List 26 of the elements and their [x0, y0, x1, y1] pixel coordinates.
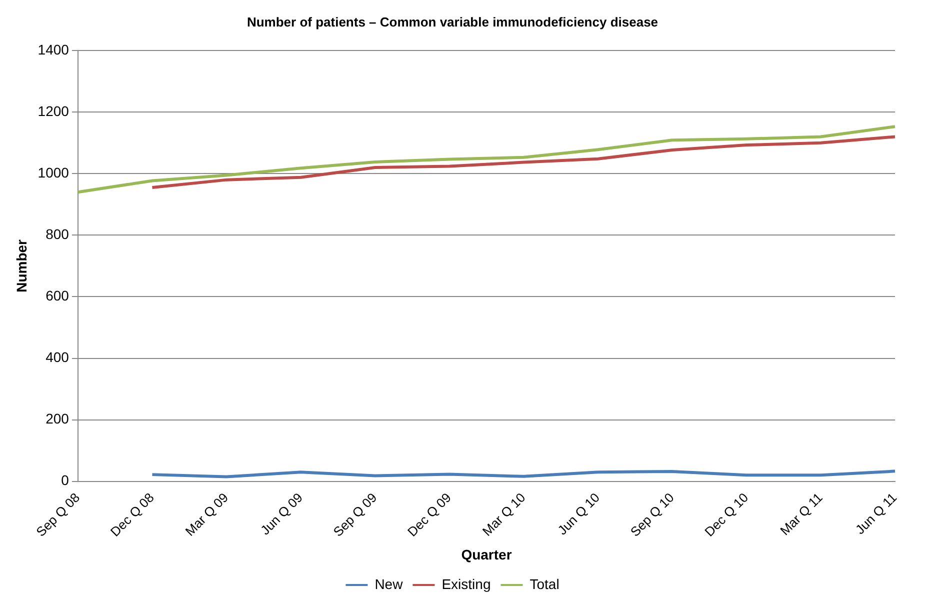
y-tick-label: 1200	[38, 102, 70, 119]
legend-label: New	[374, 576, 404, 592]
y-tick-label: 1400	[38, 41, 70, 58]
legend-label: Total	[530, 576, 560, 592]
x-tick-label: Jun Q 10	[554, 490, 603, 538]
y-tick-label: 1000	[38, 164, 70, 181]
x-tick-label: Mar Q 11	[777, 490, 826, 538]
legend-label: Existing	[442, 576, 491, 592]
x-tick-label: Dec Q 09	[404, 490, 454, 540]
x-tick-label: Sep Q 08	[33, 490, 83, 540]
y-tick-label: 0	[61, 472, 70, 488]
x-tick-label: Dec Q 08	[107, 490, 157, 540]
x-tick-label: Dec Q 10	[702, 490, 752, 540]
x-tick-label: Jun Q 11	[852, 490, 900, 538]
chart-title: Number of patients – Common variable immunodeficiency disease	[246, 14, 658, 30]
y-tick-label: 800	[46, 226, 70, 242]
x-tick-label: Mar Q 09	[182, 490, 232, 539]
x-tick-label: Sep Q 09	[330, 490, 380, 540]
y-tick-label: 600	[46, 288, 70, 304]
x-tick-label: Jun Q 09	[258, 490, 306, 538]
x-tick-label: Sep Q 10	[627, 490, 677, 540]
y-tick-label: 400	[46, 349, 70, 366]
x-axis-title: Quarter	[461, 546, 512, 562]
y-tick-label: 200	[46, 410, 70, 427]
x-tick-label: Mar Q 10	[479, 490, 528, 539]
y-axis-title: Number	[13, 238, 30, 292]
